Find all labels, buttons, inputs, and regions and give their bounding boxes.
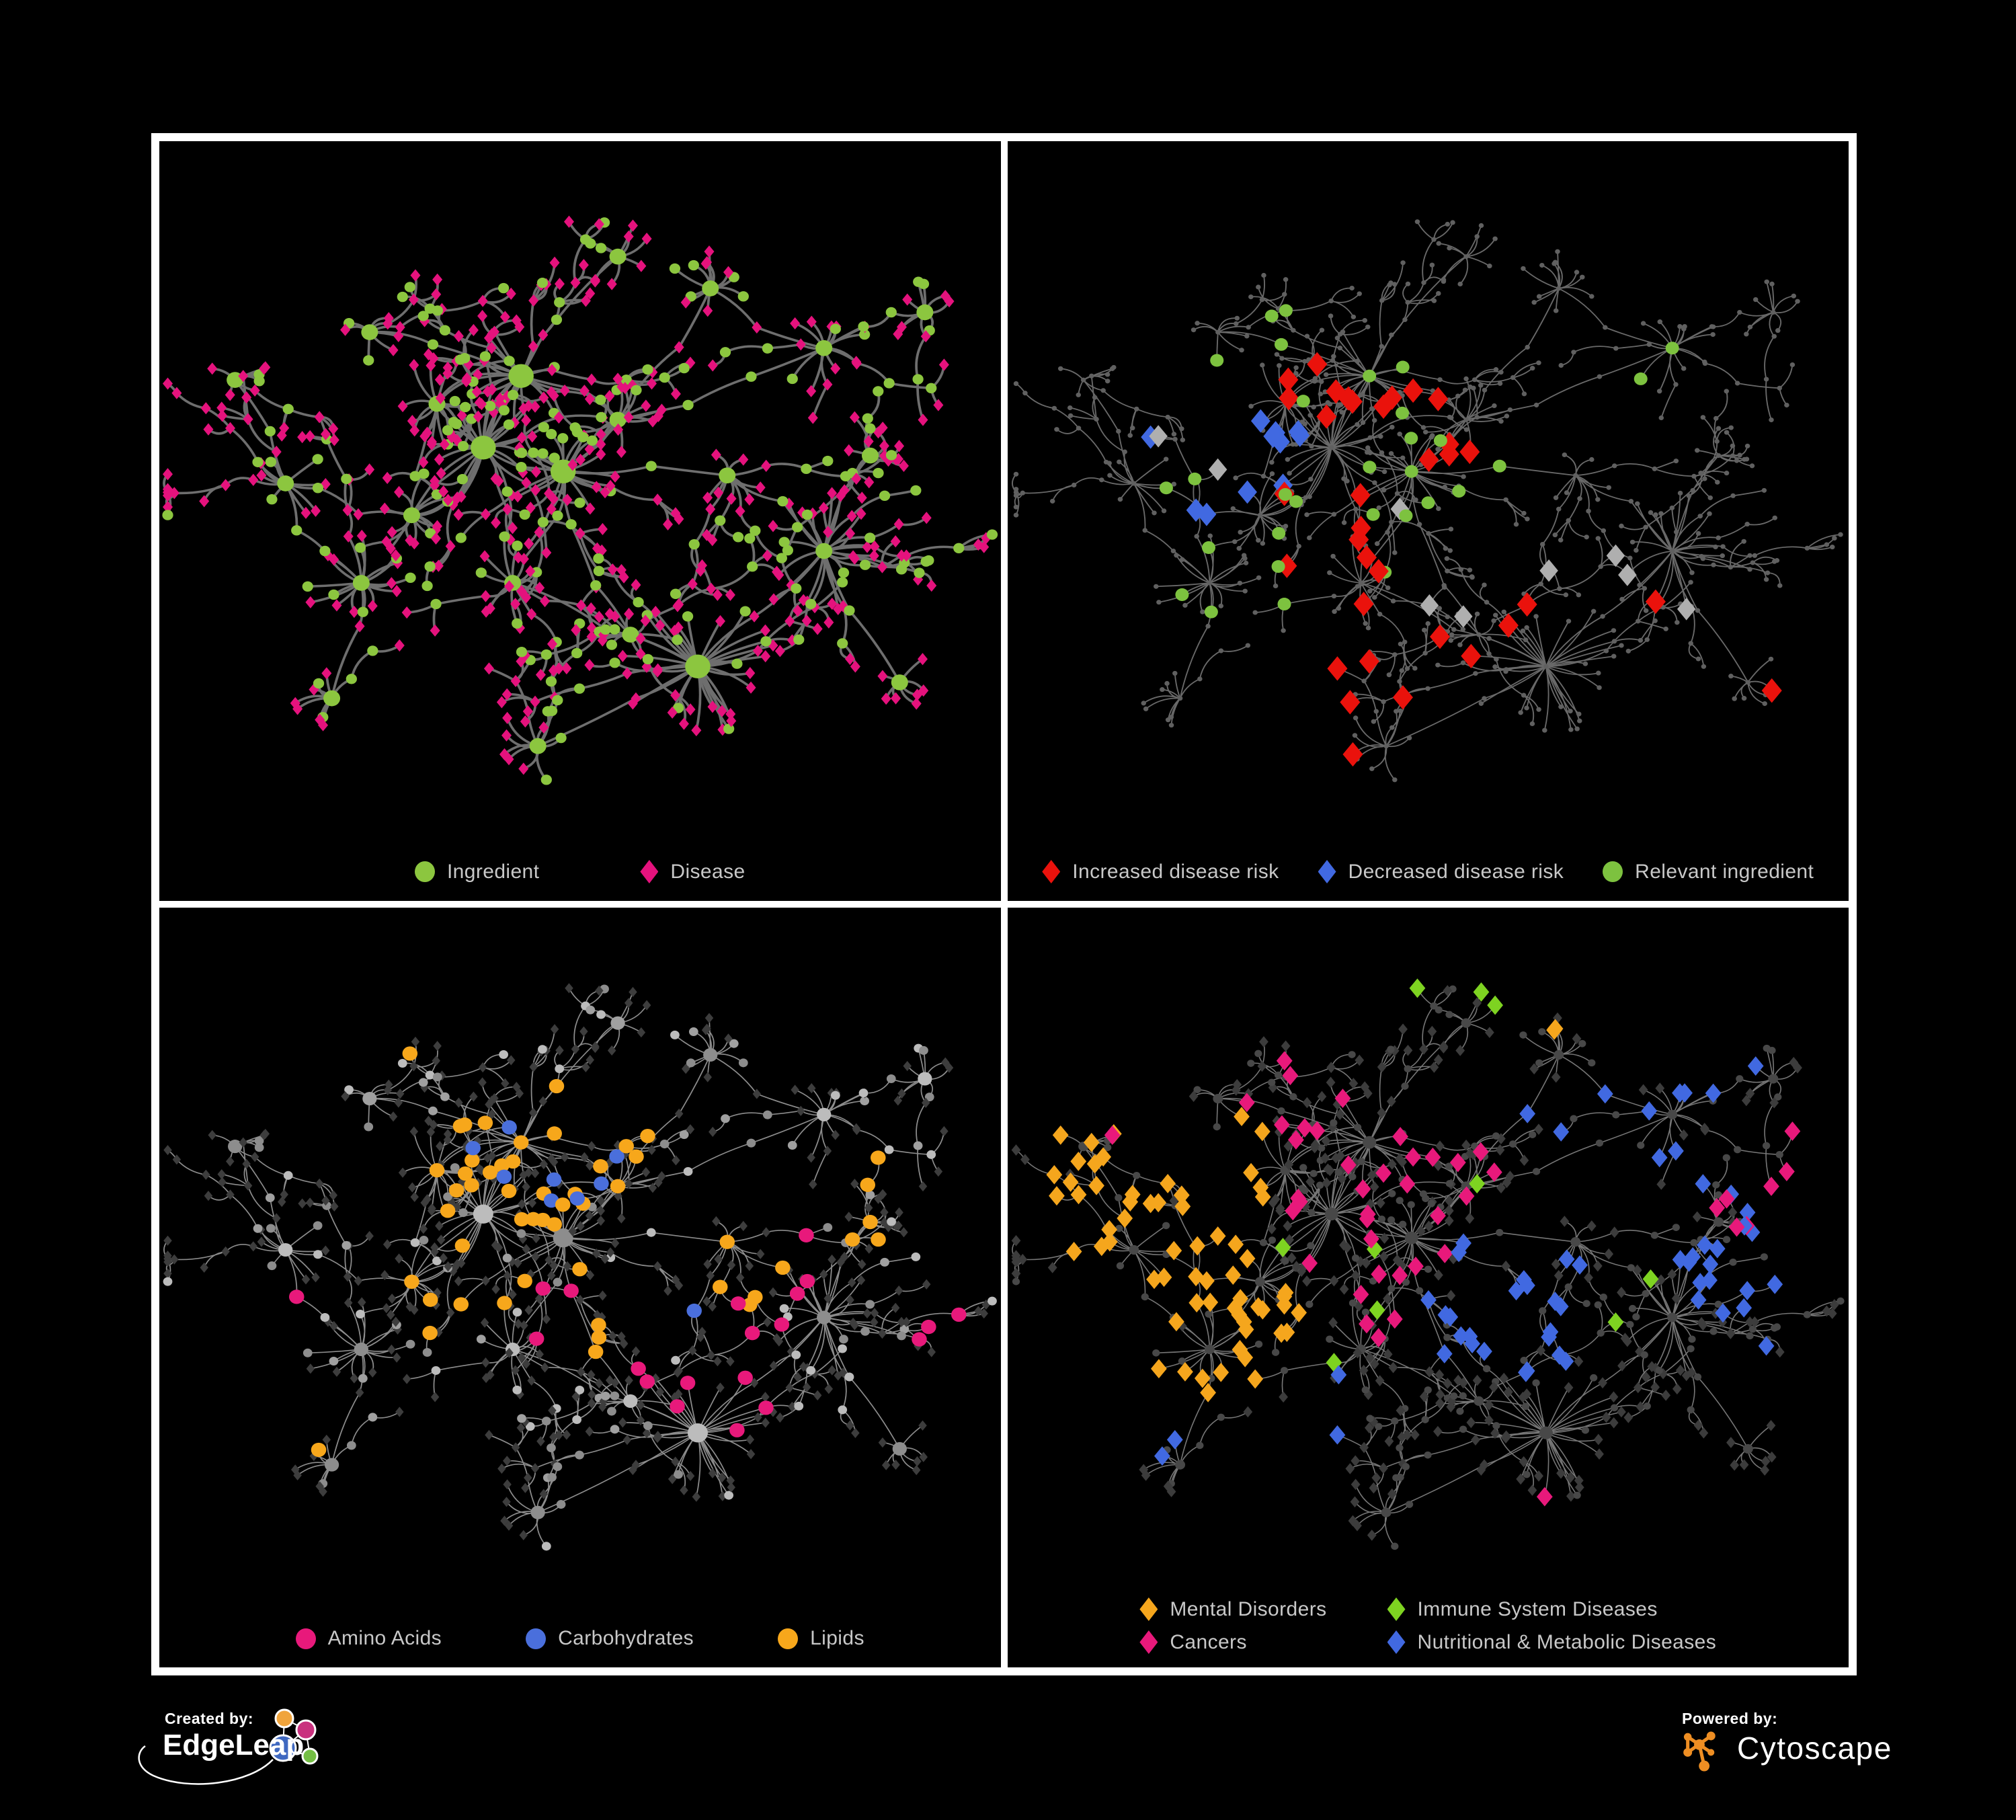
legend-label: Mental Disorders — [1170, 1597, 1327, 1620]
legend-item: Disease — [640, 860, 745, 883]
edgeleap-node-blue — [269, 1734, 297, 1762]
legend-item: Increased disease risk — [1042, 860, 1279, 883]
legend-item: Lipids — [778, 1627, 864, 1650]
legend-ingredient-disease: Ingredient Disease — [159, 860, 1001, 883]
legend-circle-marker — [526, 1628, 547, 1649]
legend-diamond-marker — [1139, 1597, 1158, 1621]
legend-diamond-marker — [1318, 860, 1336, 883]
legend-circle-marker — [295, 1628, 316, 1649]
legend-label: Decreased disease risk — [1348, 860, 1564, 883]
legend-label: Ingredient — [446, 860, 540, 883]
legend-circle-marker — [778, 1628, 799, 1649]
legend-disease-categories: Mental Disorders Immune System Diseases Ca… — [1008, 1597, 1849, 1654]
edgeleap-swoosh — [138, 1745, 274, 1785]
created-by-label: Created by: — [165, 1710, 254, 1727]
legend-nutrient-classes: Amino Acids Carbohydrates Lipids — [159, 1627, 1001, 1650]
legend-disease-risk: Increased disease risk Decreased disease … — [1008, 860, 1849, 883]
legend-item: Carbohydrates — [526, 1627, 694, 1650]
legend-diamond-marker — [1139, 1630, 1158, 1654]
legend-item: Immune System Diseases — [1387, 1597, 1717, 1621]
cytoscape-icon — [1683, 1731, 1716, 1772]
panel-disease-categories: Mental Disorders Immune System Diseases Ca… — [1007, 908, 1849, 1667]
edgeleap-logo — [138, 1708, 319, 1785]
panel-ingredient-disease: Ingredient Disease — [159, 141, 1001, 901]
legend-diamond-marker — [1387, 1597, 1406, 1621]
legend-label: Disease — [670, 860, 745, 883]
legend-label: Carbohydrates — [558, 1627, 694, 1649]
legend-label: Cancers — [1170, 1630, 1247, 1653]
legend-diamond-marker — [640, 860, 659, 883]
legend-item: Cancers — [1139, 1630, 1326, 1654]
edgeleap-node-pink — [295, 1719, 317, 1741]
legend-item: Decreased disease risk — [1318, 860, 1564, 883]
legend-circle-marker — [1603, 861, 1623, 882]
network-canvas — [1011, 978, 1845, 1550]
powered-by-label: Powered by: — [1682, 1710, 1778, 1727]
legend-label: Relevant ingredient — [1635, 860, 1814, 883]
network-canvas — [1011, 219, 1843, 783]
network-canvas — [162, 215, 998, 785]
legend-item: Mental Disorders — [1139, 1597, 1326, 1621]
panel-grid: Ingredient Disease Increased disease risk… — [151, 133, 1857, 1675]
cytoscape-icon-nodes — [1683, 1731, 1716, 1772]
legend-label: Increased disease risk — [1072, 860, 1279, 883]
legend-diamond-marker — [1387, 1630, 1406, 1654]
cytoscape-wordmark: Cytoscape — [1737, 1731, 1892, 1766]
legend-item: Relevant ingredient — [1603, 861, 1814, 883]
legend-label: Immune System Diseases — [1417, 1597, 1658, 1620]
legend-label: Amino Acids — [327, 1627, 442, 1649]
edgeleap-wordmark: EdgeLeap — [163, 1729, 305, 1762]
legend-item: Ingredient — [414, 860, 540, 883]
legend-label: Nutritional & Metabolic Diseases — [1417, 1630, 1717, 1653]
panel-disease-risk: Increased disease risk Decreased disease … — [1007, 141, 1849, 901]
panel-nutrient-classes: Amino Acids Carbohydrates Lipids — [159, 908, 1001, 1667]
legend-item: Nutritional & Metabolic Diseases — [1387, 1630, 1717, 1654]
legend-item: Amino Acids — [295, 1627, 442, 1650]
legend-label: Lipids — [810, 1627, 864, 1649]
edgeleap-node-orange — [274, 1708, 294, 1729]
legend-diamond-marker — [1042, 860, 1061, 883]
edgeleap-credit: Created by: EdgeLeap — [134, 1704, 363, 1815]
legend-circle-marker — [414, 861, 435, 882]
edgeleap-node-green — [301, 1747, 319, 1765]
network-canvas — [163, 983, 997, 1551]
cytoscape-credit: Powered by: Cytoscape — [1674, 1704, 1997, 1815]
